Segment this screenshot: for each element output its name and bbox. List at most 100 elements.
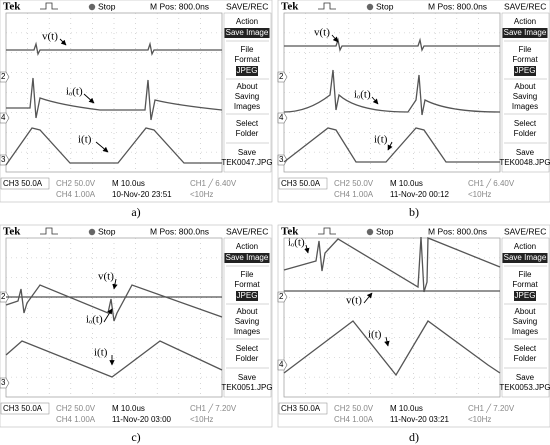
menu-highlight xyxy=(502,28,548,38)
channel-marker: 3 xyxy=(1,155,6,164)
panel-caption: d) xyxy=(409,430,419,444)
channel-marker-box xyxy=(0,71,10,83)
menu-label: Format xyxy=(512,280,538,289)
trace-label: i(t) xyxy=(78,134,92,146)
menu-label: Folder xyxy=(236,354,259,363)
trace-label: iₒ(t) xyxy=(288,237,305,249)
brand: Tek xyxy=(281,226,299,238)
menu-label: About xyxy=(237,82,259,91)
ch3-scale: CH3 50.0A xyxy=(3,404,43,413)
menu-value: Save Image xyxy=(504,253,547,262)
menu-label: File xyxy=(519,45,532,54)
menu-value: JPEG xyxy=(237,291,258,300)
panel-caption: b) xyxy=(409,205,419,219)
trace-label: v(t) xyxy=(98,271,114,283)
timebase: M 10.0us xyxy=(390,179,423,188)
menu-label: Folder xyxy=(514,354,537,363)
menu-label: Save xyxy=(238,148,257,157)
trace-arrow xyxy=(59,38,67,46)
menu-label: Format xyxy=(512,55,538,64)
channel-marker-box xyxy=(277,154,288,166)
menu-panel xyxy=(223,12,272,173)
menu-label: About xyxy=(515,82,537,91)
channel-marker: 2 xyxy=(1,72,6,81)
channel-marker: 2 xyxy=(1,292,6,301)
stop-dot xyxy=(366,3,374,11)
menu-label: Save xyxy=(238,373,257,382)
waveform-v xyxy=(284,37,500,52)
ch3-scale: CH3 50.0A xyxy=(281,404,321,413)
trigger-icon xyxy=(318,227,336,235)
waveform-i xyxy=(283,320,501,377)
menu-label: TEK0048.JPG xyxy=(499,158,550,167)
channel-marker: 4 xyxy=(279,360,284,369)
waveform-io xyxy=(6,77,223,121)
menu-label: Saving xyxy=(513,92,537,101)
mode: SAVE/REC xyxy=(226,226,268,236)
channel-marker: 2 xyxy=(279,292,284,301)
menu-label: Images xyxy=(512,327,538,336)
waveform-i xyxy=(5,340,223,378)
channel-marker: 4 xyxy=(1,113,6,122)
waveform-v xyxy=(6,41,222,56)
menu-label: Action xyxy=(236,242,258,251)
brand: Tek xyxy=(3,226,21,238)
trace-arrow xyxy=(304,244,310,254)
menu-highlight xyxy=(514,66,536,76)
ch3-scale: CH3 50.0A xyxy=(3,179,43,188)
mode: SAVE/REC xyxy=(226,1,268,11)
trigger-level: CH1 ╱ 7.20V xyxy=(468,403,515,413)
ch4-scale: CH4 1.00A xyxy=(334,415,374,424)
menu-highlight xyxy=(514,291,536,301)
menu-highlight xyxy=(236,291,258,301)
run-state: Stop xyxy=(376,1,394,11)
waveform-i xyxy=(283,127,500,163)
timestamp: 10-Nov-20 23:51 xyxy=(112,190,172,199)
panel-caption: c) xyxy=(131,430,140,444)
brand: Tek xyxy=(281,1,299,13)
menu-label: TEK0051.JPG xyxy=(221,383,272,392)
menu-label: Select xyxy=(236,119,259,128)
timestamp: 11-Nov-20 03:21 xyxy=(390,415,450,424)
trigger-level: CH1 ╱ 7.20V xyxy=(190,403,237,413)
stop-dot xyxy=(366,228,374,236)
menu-value: Save Image xyxy=(504,28,547,37)
channel-marker-box xyxy=(277,71,288,83)
menu-label: Format xyxy=(234,55,260,64)
menu-label: Select xyxy=(236,344,259,353)
ch4-scale: CH4 1.00A xyxy=(56,190,96,199)
menu-label: Images xyxy=(512,102,538,111)
trace-label: i(t) xyxy=(374,134,388,146)
trigger-freq: <10Hz xyxy=(468,190,491,199)
menu-label: File xyxy=(519,270,532,279)
menu-label: Saving xyxy=(235,317,259,326)
menu-value: Save Image xyxy=(226,253,269,262)
menu-label: Images xyxy=(234,327,260,336)
menu-highlight xyxy=(502,253,548,263)
brand: Tek xyxy=(3,1,21,13)
trace-arrow xyxy=(103,308,113,323)
timestamp: 11-Nov-20 03:00 xyxy=(112,415,172,424)
menu-label: About xyxy=(515,307,537,316)
trace-label: i(t) xyxy=(94,347,108,359)
menu-label: TEK0047.JPG xyxy=(221,158,272,167)
menu-value: JPEG xyxy=(515,66,536,75)
ch2-scale: CH2 50.0V xyxy=(56,404,96,413)
menu-panel xyxy=(501,237,550,398)
menu-label: Folder xyxy=(514,129,537,138)
position: M Pos: 800.0ns xyxy=(428,1,487,11)
ch2-scale: CH2 50.0V xyxy=(56,179,96,188)
ch3-box xyxy=(278,177,328,190)
menu-label: Folder xyxy=(236,129,259,138)
waveform-io xyxy=(5,284,223,322)
trace-arrow xyxy=(387,141,393,151)
channel-marker-box xyxy=(0,377,10,389)
menu-label: Images xyxy=(234,102,260,111)
trace-label: v(t) xyxy=(346,295,362,307)
